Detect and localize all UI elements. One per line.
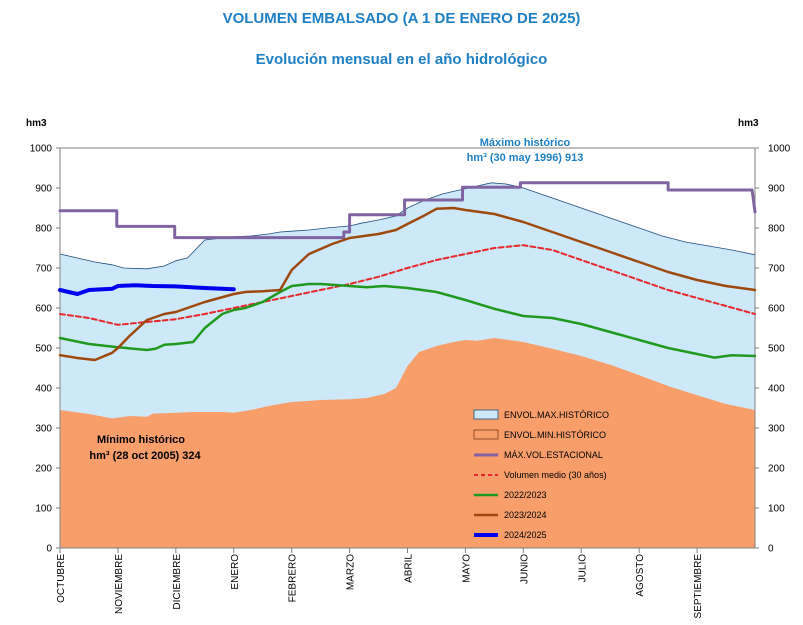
legend-label-2024-2025: 2024/2025 bbox=[504, 530, 547, 540]
y-tick-label-right: 100 bbox=[768, 504, 785, 515]
y-tick-label-right: 0 bbox=[768, 544, 774, 555]
y-axis-unit-right: hm3 bbox=[738, 118, 759, 129]
min-annotation-line2: hm³ (28 oct 2005) 324 bbox=[89, 450, 201, 462]
y-tick-label-left: 600 bbox=[35, 304, 52, 315]
y-tick-label-right: 200 bbox=[768, 464, 785, 475]
y-tick-label-left: 300 bbox=[35, 424, 52, 435]
x-tick-label: ENERO bbox=[230, 554, 241, 590]
y-tick-label-right: 1000 bbox=[768, 144, 791, 155]
legend-label-envol-min-hist-rico: ENVOL.MIN.HISTÓRICO bbox=[504, 430, 606, 440]
series-line-volumen-medio-30-a-os bbox=[59, 244, 756, 326]
x-tick-label: MARZO bbox=[346, 554, 357, 590]
legend-swatch-envol-max-hist-rico bbox=[473, 409, 499, 420]
y-tick-label-left: 500 bbox=[35, 344, 52, 355]
x-tick-label: OCTUBRE bbox=[56, 554, 67, 603]
chart-subtitle: Evolución mensual en el año hidrológico bbox=[255, 51, 548, 68]
series-line-2024-2025 bbox=[58, 283, 236, 296]
chart-title: VOLUMEN EMBALSADO (A 1 DE ENERO DE 2025) bbox=[222, 10, 581, 27]
y-tick-label-right: 800 bbox=[768, 224, 785, 235]
series-line-2023-2024 bbox=[58, 206, 757, 362]
legend-label-envol-max-hist-rico: ENVOL.MAX.HISTÓRICO bbox=[504, 410, 609, 420]
x-tick-label: NOVIEMBRE bbox=[114, 554, 125, 614]
y-tick-label-left: 0 bbox=[46, 544, 52, 555]
x-tick-label: AGOSTO bbox=[635, 554, 646, 597]
y-tick-label-right: 900 bbox=[768, 184, 785, 195]
y-tick-label-left: 400 bbox=[35, 384, 52, 395]
x-tick-label: ABRIL bbox=[404, 554, 415, 583]
y-tick-label-left: 900 bbox=[35, 184, 52, 195]
legend-label-2023-2024: 2023/2024 bbox=[504, 510, 547, 520]
y-tick-label-left: 700 bbox=[35, 264, 52, 275]
x-tick-label: MAYO bbox=[461, 554, 472, 583]
x-tick-label: SEPTIEMBRE bbox=[693, 554, 704, 619]
x-tick-label: JULIO bbox=[577, 554, 588, 583]
x-tick-label: DICIEMBRE bbox=[172, 554, 183, 610]
envol-max-outline bbox=[59, 182, 756, 270]
y-tick-label-right: 300 bbox=[768, 424, 785, 435]
legend-swatch-envol-min-hist-rico bbox=[473, 429, 499, 440]
legend-label-2022-2023: 2022/2023 bbox=[504, 490, 547, 500]
envol-min-area bbox=[60, 338, 755, 548]
max-annotation-line1: Máximo histórico bbox=[480, 137, 571, 149]
min-annotation-line1: Mínimo histórico bbox=[97, 434, 185, 446]
y-tick-label-right: 600 bbox=[768, 304, 785, 315]
y-tick-label-right: 400 bbox=[768, 384, 785, 395]
y-tick-label-left: 100 bbox=[35, 504, 52, 515]
legend-label-m-x-vol-estacional: MÁX.VOL.ESTACIONAL bbox=[504, 450, 603, 460]
y-tick-label-left: 800 bbox=[35, 224, 52, 235]
x-tick-label: FEBRERO bbox=[288, 554, 299, 603]
legend-label-volumen-medio-30-a-os: Volumen medio (30 años) bbox=[504, 470, 607, 480]
series-line-2022-2023 bbox=[58, 282, 757, 359]
y-tick-label-left: 200 bbox=[35, 464, 52, 475]
series-line-m-x-vol-estacional bbox=[58, 181, 757, 240]
y-tick-label-right: 700 bbox=[768, 264, 785, 275]
x-tick-label: JUNIO bbox=[519, 554, 530, 584]
max-annotation-line2: hm³ (30 may 1996) 913 bbox=[467, 152, 584, 164]
y-tick-label-left: 1000 bbox=[30, 144, 53, 155]
y-axis-unit-left: hm3 bbox=[26, 118, 47, 129]
y-tick-label-right: 500 bbox=[768, 344, 785, 355]
